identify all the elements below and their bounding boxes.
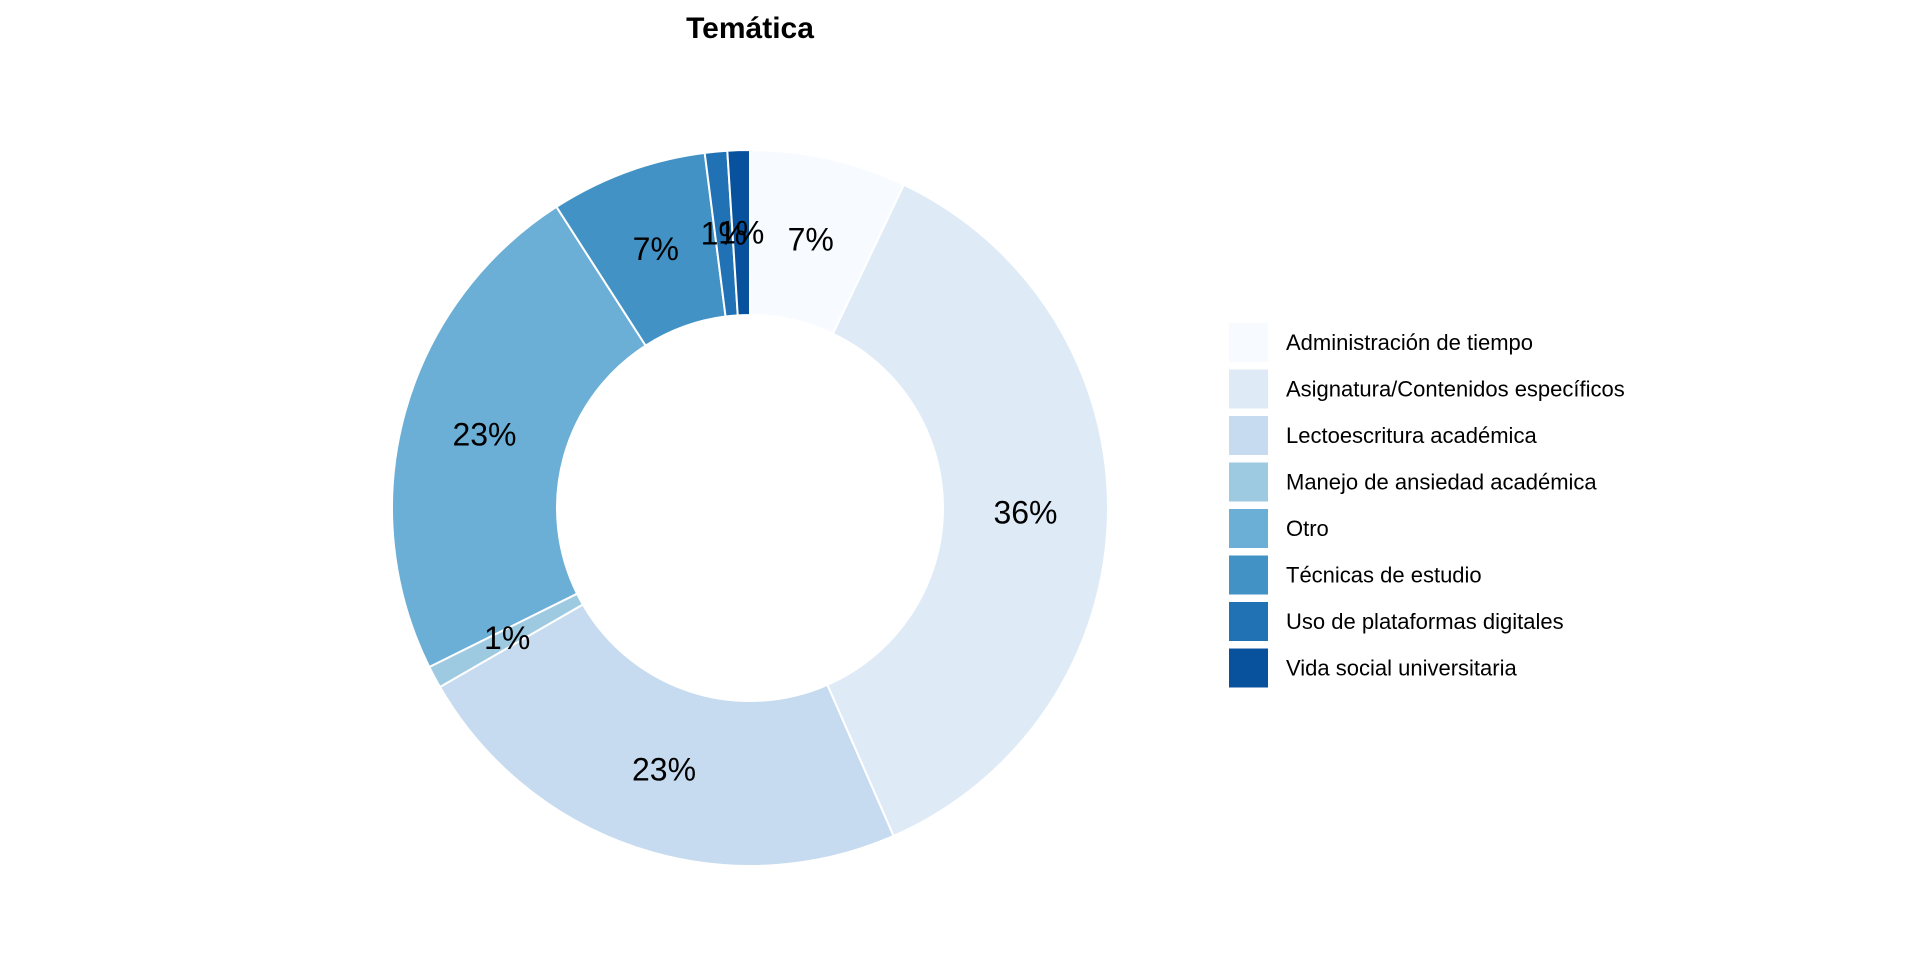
legend-label-asignatura-contenidos-especificos: Asignatura/Contenidos específicos — [1286, 377, 1625, 402]
slice-label-lectoescritura-academica: 23% — [632, 752, 696, 788]
legend-label-administracion-de-tiempo: Administración de tiempo — [1286, 330, 1533, 355]
slice-lectoescritura-academica — [438, 603, 895, 867]
chart-title: Temática — [686, 12, 814, 45]
legend-swatch-lectoescritura-academica — [1229, 416, 1268, 455]
legend-label-tecnicas-de-estudio: Técnicas de estudio — [1286, 563, 1482, 588]
slice-label-asignatura-contenidos-especificos: 36% — [993, 494, 1057, 530]
donut-slices — [391, 148, 1109, 867]
slice-label-vida-social-universitaria: 1% — [718, 215, 764, 251]
slice-label-administracion-de-tiempo: 7% — [788, 221, 834, 257]
slice-label-uso-de-plataformas-digitales: 1% — [701, 216, 747, 252]
legend-label-vida-social-universitaria: Vida social universitaria — [1286, 656, 1517, 681]
slice-label-otro: 23% — [452, 417, 516, 453]
legend-swatch-manejo-de-ansiedad-academica — [1229, 462, 1268, 502]
legend-swatch-uso-de-plataformas-digitales — [1229, 602, 1268, 641]
legend-label-manejo-de-ansiedad-academica: Manejo de ansiedad académica — [1286, 470, 1597, 495]
slice-otro — [391, 205, 648, 669]
legend-swatch-otro — [1229, 509, 1268, 548]
legend-swatch-administracion-de-tiempo — [1229, 323, 1268, 362]
slice-asignatura-contenidos-especificos — [826, 183, 1109, 838]
legend-swatch-vida-social-universitaria — [1229, 648, 1268, 688]
slice-label-tecnicas-de-estudio: 7% — [633, 231, 679, 267]
legend-label-uso-de-plataformas-digitales: Uso de plataformas digitales — [1286, 609, 1564, 634]
legend-swatch-tecnicas-de-estudio — [1229, 555, 1268, 595]
legend: Administración de tiempo Asignatura/Conte… — [1229, 323, 1625, 688]
slice-label-manejo-de-ansiedad-academica: 1% — [484, 620, 530, 656]
slice-vida-social-universitaria — [726, 148, 751, 317]
legend-swatch-asignatura-contenidos-especificos — [1229, 369, 1268, 409]
legend-label-otro: Otro — [1286, 516, 1329, 541]
slice-labels: 7%36%23%1%23%7% 1%1% — [452, 215, 1057, 788]
legend-label-lectoescritura-academica: Lectoescritura académica — [1286, 423, 1537, 448]
